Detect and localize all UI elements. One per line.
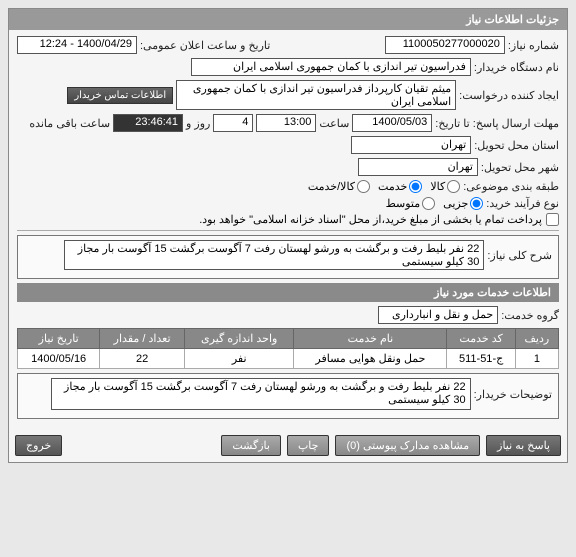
attachments-button[interactable]: مشاهده مدارک پیوستی (0) <box>335 435 480 456</box>
td-unit: نفر <box>184 349 294 369</box>
th-code: کد خدمت <box>447 329 515 349</box>
desc-field: 22 نفر بلیط رفت و برگشت به ورشو لهستان ر… <box>64 240 484 270</box>
th-unit: واحد اندازه گیری <box>184 329 294 349</box>
form-body: شماره نیاز: 1100050277000020 تاریخ و ساع… <box>9 30 567 429</box>
time-label: ساعت <box>319 117 349 130</box>
creator-field: میثم تقیان کارپرداز فدراسیون تیر اندازی … <box>176 80 456 110</box>
exit-button[interactable]: خروج <box>15 435 62 456</box>
need-no-field: 1100050277000020 <box>385 36 505 54</box>
payment-checkbox[interactable] <box>546 213 559 226</box>
radio-both[interactable]: کالا/خدمت <box>308 180 370 193</box>
desc-label: شرح کلی نیاز: <box>487 249 552 262</box>
td-qty: 22 <box>100 349 185 369</box>
table-row: 1 ج-51-511 حمل ونقل هوایی مسافر نفر 22 1… <box>18 349 559 369</box>
days-label: روز و <box>186 117 210 130</box>
class-label: طبقه بندی موضوعی: <box>463 180 559 193</box>
td-row: 1 <box>515 349 558 369</box>
th-date: تاریخ نیاز <box>18 329 100 349</box>
remain-time-field: 23:46:41 <box>113 114 183 132</box>
reply-button[interactable]: پاسخ به نیاز <box>486 435 561 456</box>
service-group-field: حمل و نقل و انبارداری <box>378 306 498 324</box>
purchase-type-label: نوع فرآیند خرید: <box>486 197 559 210</box>
services-table: ردیف کد خدمت نام خدمت واحد اندازه گیری ت… <box>17 328 559 369</box>
purchase-type-radios: جزیی متوسط <box>386 197 484 210</box>
print-button[interactable]: چاپ <box>287 435 330 456</box>
creator-label: ایجاد کننده درخواست: <box>459 89 559 102</box>
buyer-notes-box: توضیحات خریدار: 22 نفر بلیط رفت و برگشت … <box>17 373 559 419</box>
panel-title: جزئیات اطلاعات نیاز <box>9 9 567 30</box>
deadline-label: مهلت ارسال پاسخ: تا تاریخ: <box>435 117 559 130</box>
payment-note: پرداخت تمام یا بخشی از مبلغ خرید،از محل … <box>199 213 559 226</box>
footer-buttons: پاسخ به نیاز مشاهده مدارک پیوستی (0) چاپ… <box>9 429 567 462</box>
table-header-row: ردیف کد خدمت نام خدمت واحد اندازه گیری ت… <box>18 329 559 349</box>
radio-minor[interactable]: جزیی <box>443 197 483 210</box>
services-section-title: اطلاعات خدمات مورد نیاز <box>17 283 559 302</box>
delivery-city-label: شهر محل تحویل: <box>481 161 559 174</box>
td-name: حمل ونقل هوایی مسافر <box>294 349 447 369</box>
td-code: ج-51-511 <box>447 349 515 369</box>
delivery-city-field: تهران <box>358 158 478 176</box>
th-qty: تعداد / مقدار <box>100 329 185 349</box>
back-button[interactable]: بازگشت <box>221 435 281 456</box>
delivery-prov-label: استان محل تحویل: <box>474 139 559 152</box>
days-field: 4 <box>213 114 253 132</box>
td-date: 1400/05/16 <box>18 349 100 369</box>
need-no-label: شماره نیاز: <box>508 39 559 52</box>
buyer-notes-label: توضیحات خریدار: <box>474 388 552 401</box>
deadline-date-field: 1400/05/03 <box>352 114 432 132</box>
need-details-panel: جزئیات اطلاعات نیاز شماره نیاز: 11000502… <box>8 8 568 463</box>
classification-radios: کالا خدمت کالا/خدمت <box>308 180 460 193</box>
th-row: ردیف <box>515 329 558 349</box>
buyer-label: نام دستگاه خریدار: <box>474 61 559 74</box>
description-box: شرح کلی نیاز: 22 نفر بلیط رفت و برگشت به… <box>17 235 559 279</box>
buyer-field: فدراسیون تیر اندازی با کمان جمهوری اسلام… <box>191 58 471 76</box>
radio-goods[interactable]: کالا <box>430 180 460 193</box>
buyer-notes-field: 22 نفر بلیط رفت و برگشت به ورشو لهستان ر… <box>51 378 471 410</box>
th-name: نام خدمت <box>294 329 447 349</box>
radio-medium[interactable]: متوسط <box>386 197 436 210</box>
radio-service[interactable]: خدمت <box>378 180 422 193</box>
contact-buyer-button[interactable]: اطلاعات تماس خریدار <box>67 87 173 104</box>
service-group-label: گروه خدمت: <box>501 309 559 322</box>
announce-label: تاریخ و ساعت اعلان عمومی: <box>140 39 270 52</box>
delivery-prov-field: تهران <box>351 136 471 154</box>
deadline-time-field: 13:00 <box>256 114 316 132</box>
announce-field: 1400/04/29 - 12:24 <box>17 36 137 54</box>
remain-label: ساعت باقی مانده <box>29 117 110 130</box>
